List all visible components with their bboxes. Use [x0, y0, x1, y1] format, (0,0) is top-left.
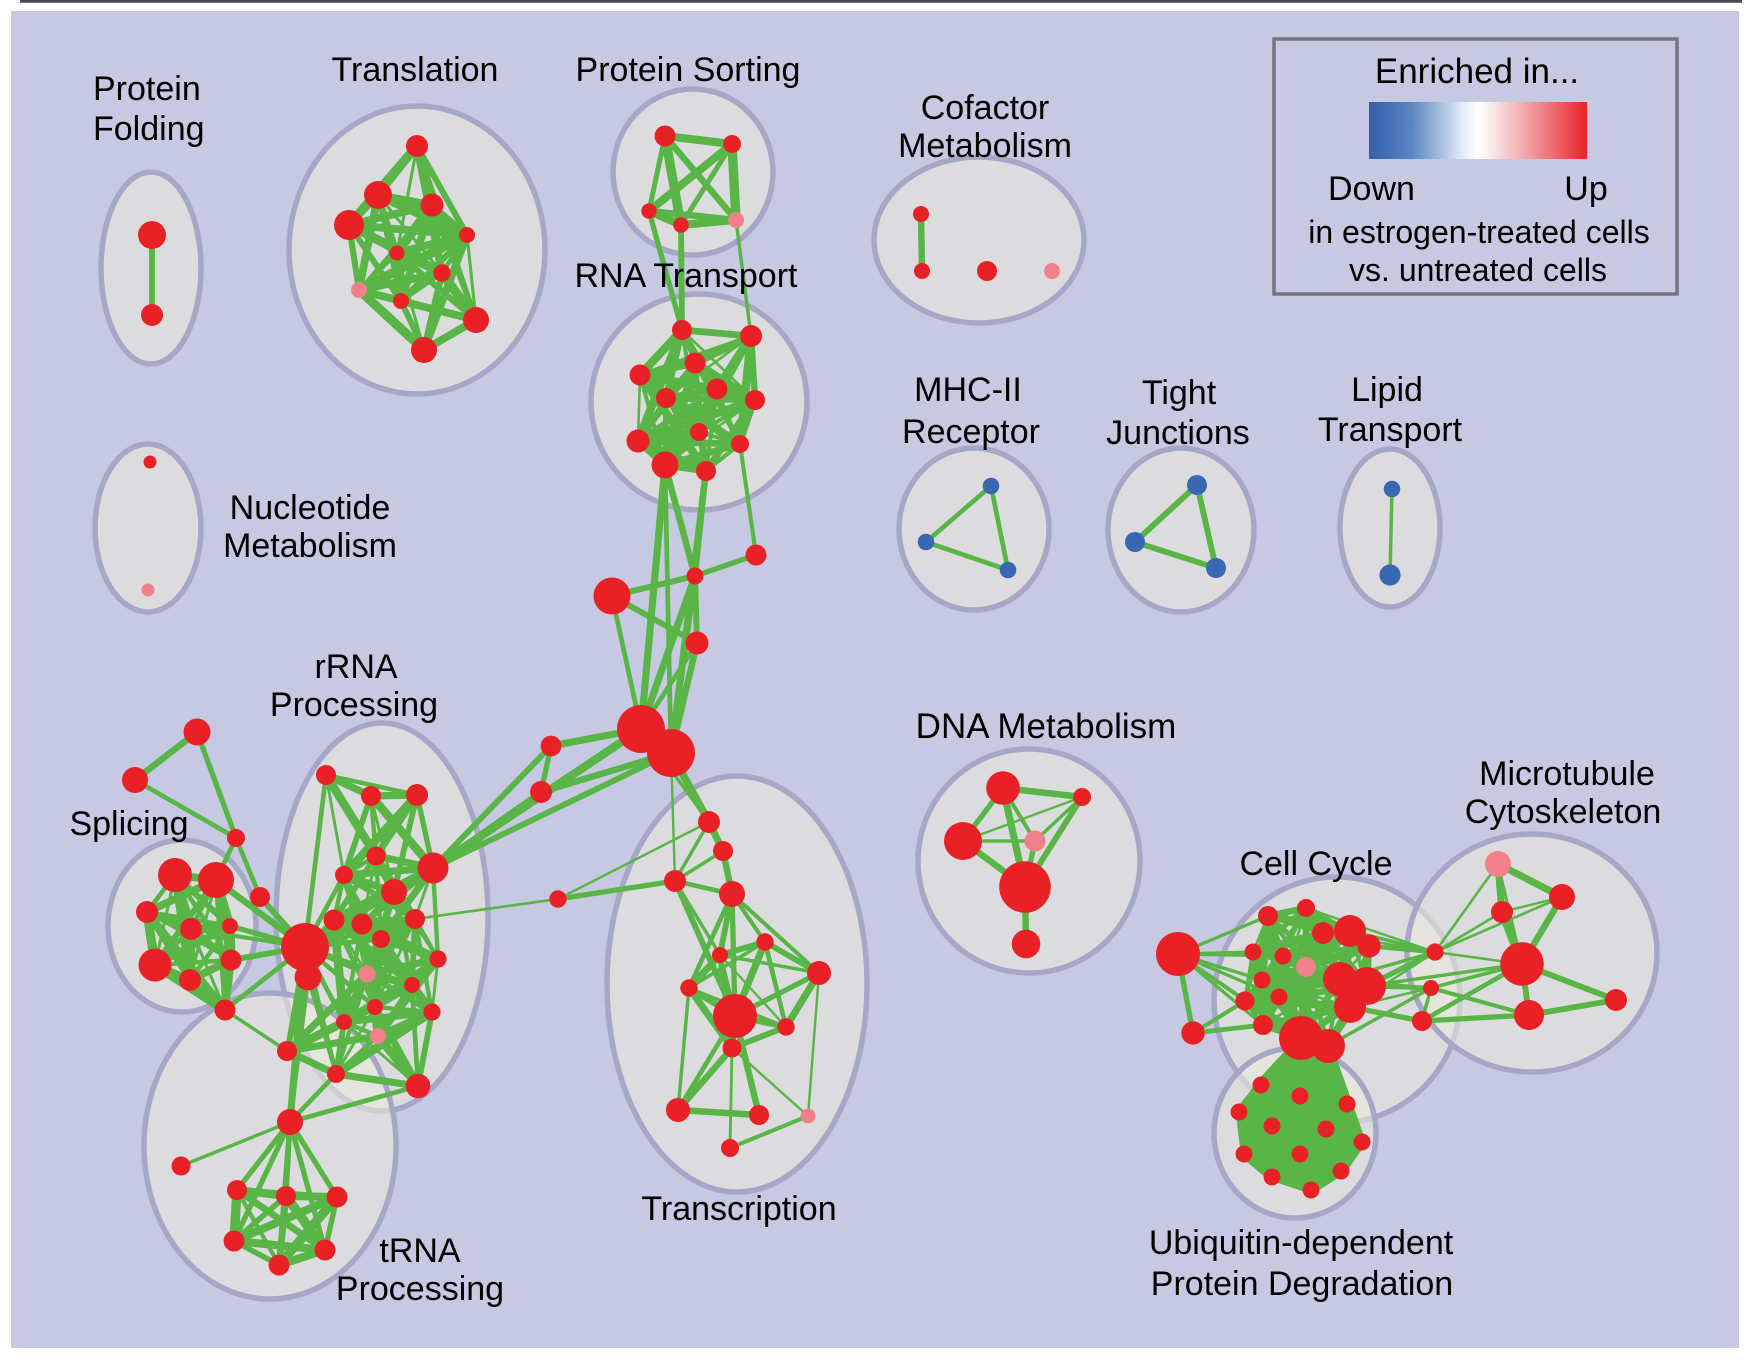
svg-text:Nucleotide: Nucleotide [230, 489, 391, 527]
svg-text:Metabolism: Metabolism [898, 127, 1072, 165]
svg-text:DNA Metabolism: DNA Metabolism [916, 707, 1177, 746]
svg-text:Transcription: Transcription [641, 1190, 836, 1228]
svg-text:Translation: Translation [332, 51, 499, 89]
svg-text:Splicing: Splicing [69, 805, 188, 843]
svg-text:Protein Sorting: Protein Sorting [576, 51, 801, 89]
svg-text:Cytoskeleton: Cytoskeleton [1465, 793, 1662, 831]
svg-text:Cofactor: Cofactor [921, 89, 1050, 127]
svg-text:Enriched in...: Enriched in... [1375, 52, 1579, 91]
svg-text:Cell Cycle: Cell Cycle [1239, 845, 1392, 883]
svg-text:Up: Up [1564, 170, 1607, 208]
svg-text:Down: Down [1328, 170, 1415, 208]
svg-text:Metabolism: Metabolism [223, 527, 397, 565]
svg-text:Junctions: Junctions [1106, 414, 1250, 452]
svg-text:Folding: Folding [93, 110, 205, 148]
svg-text:Transport: Transport [1318, 411, 1463, 449]
svg-text:Microtubule: Microtubule [1479, 755, 1655, 793]
svg-text:Protein Degradation: Protein Degradation [1151, 1265, 1453, 1303]
svg-text:Ubiquitin-dependent: Ubiquitin-dependent [1149, 1224, 1454, 1262]
svg-text:Processing: Processing [270, 686, 438, 724]
svg-text:Processing: Processing [336, 1270, 504, 1308]
svg-text:Lipid: Lipid [1351, 371, 1423, 409]
svg-text:Protein: Protein [93, 70, 201, 108]
svg-text:tRNA: tRNA [379, 1232, 461, 1270]
svg-text:RNA Transport: RNA Transport [575, 257, 799, 295]
svg-text:rRNA: rRNA [314, 648, 397, 686]
svg-text:vs. untreated cells: vs. untreated cells [1349, 252, 1607, 288]
svg-text:Tight: Tight [1142, 374, 1217, 412]
svg-text:Receptor: Receptor [902, 413, 1040, 451]
svg-text:MHC-II: MHC-II [914, 371, 1022, 409]
svg-text:in estrogen-treated cells: in estrogen-treated cells [1308, 214, 1650, 250]
